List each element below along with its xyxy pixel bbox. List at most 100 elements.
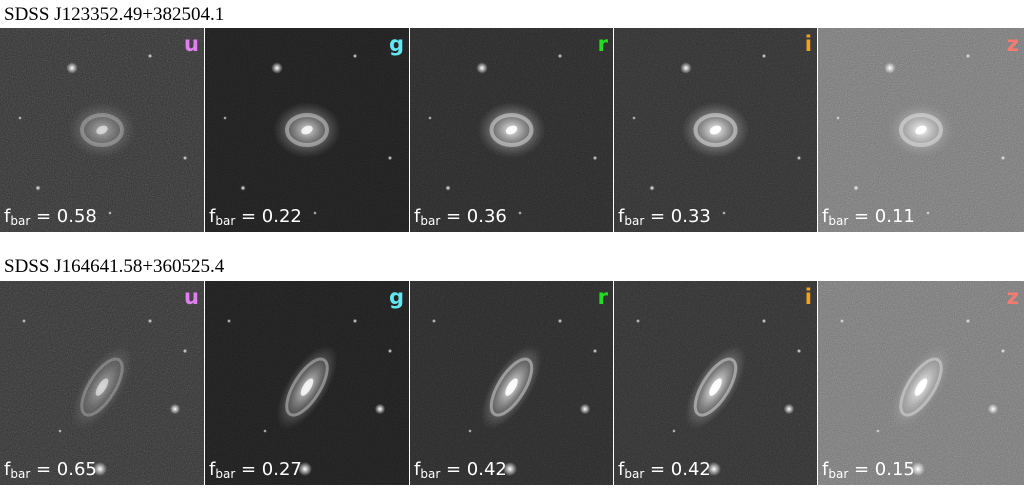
galaxy-image — [614, 281, 817, 485]
star — [796, 348, 802, 354]
row-2-panel-z: z fbar = 0.15 — [818, 281, 1024, 485]
band-label-g: g — [388, 32, 404, 56]
fbar-label: fbar = 0.27 — [209, 459, 302, 481]
star — [557, 318, 563, 324]
row-2-panels: u fbar = 0.65 g fbar = 0.27 r fbar = 0.4… — [0, 281, 1024, 485]
galaxy-image — [818, 281, 1024, 485]
star — [987, 403, 999, 415]
star — [592, 155, 598, 161]
galaxy-image — [205, 28, 409, 232]
star — [66, 62, 78, 74]
fbar-symbol: f — [822, 206, 829, 227]
star — [227, 319, 231, 323]
fbar-symbol: f — [618, 459, 625, 480]
row-1-panel-z: z fbar = 0.11 — [818, 28, 1024, 232]
star — [636, 319, 640, 323]
star — [468, 429, 472, 433]
star — [926, 211, 930, 215]
fbar-value: = 0.36 — [445, 206, 507, 227]
galaxy — [887, 102, 955, 158]
star — [428, 116, 432, 120]
row-1-panel-g: g fbar = 0.22 — [205, 28, 409, 232]
fbar-value: = 0.42 — [445, 459, 507, 480]
fbar-symbol: f — [414, 459, 421, 480]
star — [672, 429, 676, 433]
fbar-label: fbar = 0.58 — [4, 206, 97, 228]
star — [432, 319, 436, 323]
star — [557, 53, 563, 59]
star — [387, 155, 393, 161]
galaxy — [480, 345, 543, 430]
star — [374, 403, 386, 415]
fbar-symbol: f — [209, 206, 216, 227]
fbar-subscript: bar — [215, 467, 236, 481]
galaxy-image — [0, 28, 204, 232]
fbar-subscript: bar — [828, 214, 849, 228]
fbar-subscript: bar — [10, 214, 31, 228]
star — [240, 185, 246, 191]
star — [965, 318, 971, 324]
star — [22, 319, 26, 323]
fbar-subscript: bar — [420, 214, 441, 228]
star — [147, 318, 153, 324]
star — [502, 461, 518, 477]
fbar-value: = 0.11 — [853, 206, 915, 227]
galaxy-image — [410, 28, 613, 232]
star — [722, 211, 726, 215]
galaxy — [684, 345, 747, 430]
star — [853, 185, 859, 191]
star — [313, 211, 317, 215]
star — [649, 185, 655, 191]
star — [169, 403, 181, 415]
galaxy — [681, 102, 750, 158]
row-2-title: SDSS J164641.58+360525.4 — [4, 256, 225, 277]
star — [18, 116, 22, 120]
galaxy — [477, 102, 546, 158]
fbar-subscript: bar — [420, 467, 441, 481]
fbar-value: = 0.33 — [649, 206, 711, 227]
row-1-panel-r: r fbar = 0.36 — [410, 28, 613, 232]
star — [35, 185, 41, 191]
fbar-value: = 0.22 — [240, 206, 302, 227]
star — [147, 53, 153, 59]
galaxy-image — [818, 28, 1024, 232]
star — [58, 429, 62, 433]
star — [876, 429, 880, 433]
fbar-symbol: f — [822, 459, 829, 480]
band-label-r: r — [597, 285, 608, 309]
band-label-u: u — [184, 285, 199, 309]
fbar-label: fbar = 0.36 — [414, 206, 507, 228]
fbar-label: fbar = 0.42 — [414, 459, 507, 481]
star — [761, 318, 767, 324]
star — [352, 318, 358, 324]
star — [263, 429, 267, 433]
row-2-panel-i: i fbar = 0.42 — [614, 281, 817, 485]
row-1-panel-i: i fbar = 0.33 — [614, 28, 817, 232]
star — [783, 403, 795, 415]
fbar-label: fbar = 0.33 — [618, 206, 711, 228]
star — [108, 211, 112, 215]
galaxy — [68, 102, 136, 158]
fbar-subscript: bar — [624, 214, 645, 228]
band-label-g: g — [388, 285, 404, 309]
row-1-panels: u fbar = 0.58 g fbar = 0.22 r fbar = 0.3… — [0, 28, 1024, 232]
fbar-symbol: f — [4, 459, 11, 480]
star — [1000, 348, 1006, 354]
galaxy-image — [614, 28, 817, 232]
galaxy-image — [410, 281, 613, 485]
band-label-z: z — [1006, 32, 1019, 56]
galaxy — [276, 345, 338, 430]
fbar-label: fbar = 0.22 — [209, 206, 302, 228]
star — [632, 116, 636, 120]
star — [579, 403, 591, 415]
fbar-value: = 0.65 — [35, 459, 97, 480]
star — [223, 116, 227, 120]
star — [840, 319, 844, 323]
star — [297, 461, 313, 477]
star — [92, 461, 108, 477]
fbar-subscript: bar — [10, 467, 31, 481]
star — [182, 348, 188, 354]
star — [445, 185, 451, 191]
fbar-subscript: bar — [215, 214, 236, 228]
star — [592, 348, 598, 354]
